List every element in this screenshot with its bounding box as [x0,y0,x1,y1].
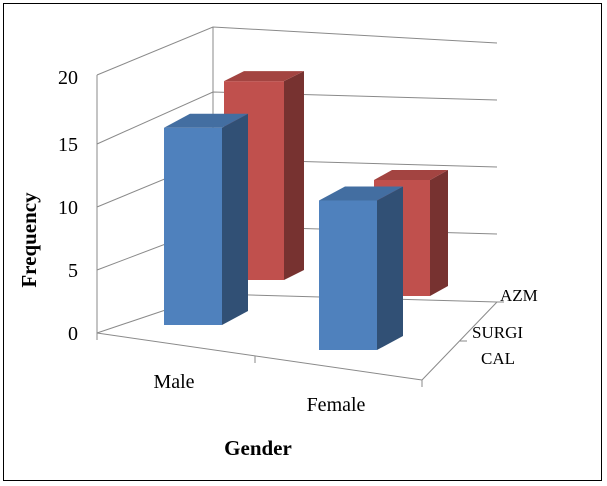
bars [164,71,448,350]
gridline-20 [96,26,498,76]
front-bar-male-top [164,113,248,128]
y-tick-label: 10 [58,197,78,219]
x-category-label: Male [153,371,194,393]
front-bar-male [164,127,222,325]
front-bar-female-top [319,186,403,201]
depth-axis [421,301,498,381]
depth-label: SURGI [472,323,523,342]
y-tick-labels: 0 5 10 15 20 [58,67,78,345]
y-tick-label: 20 [58,67,78,89]
depth-label: AZM [500,286,538,305]
y-tick-label: 0 [68,323,78,345]
x-axis-title: Gender [224,436,292,460]
y-tick-label: 15 [58,134,78,156]
back-bar-female-top [374,170,448,180]
gridline-0 [96,293,498,334]
back-bar-male-top [224,71,304,82]
back-bar-male-side [284,71,304,280]
front-bar-female [319,200,377,350]
back-bar-female-side [430,170,448,296]
front-bar-male-side [222,113,248,325]
y-axis-title: Frequency [17,192,41,288]
x-axis [96,332,423,381]
depth-label: CAL [481,349,515,368]
y-tick-label: 5 [68,260,78,282]
front-bar-female-side [377,186,403,350]
x-category-label: Female [307,394,366,416]
